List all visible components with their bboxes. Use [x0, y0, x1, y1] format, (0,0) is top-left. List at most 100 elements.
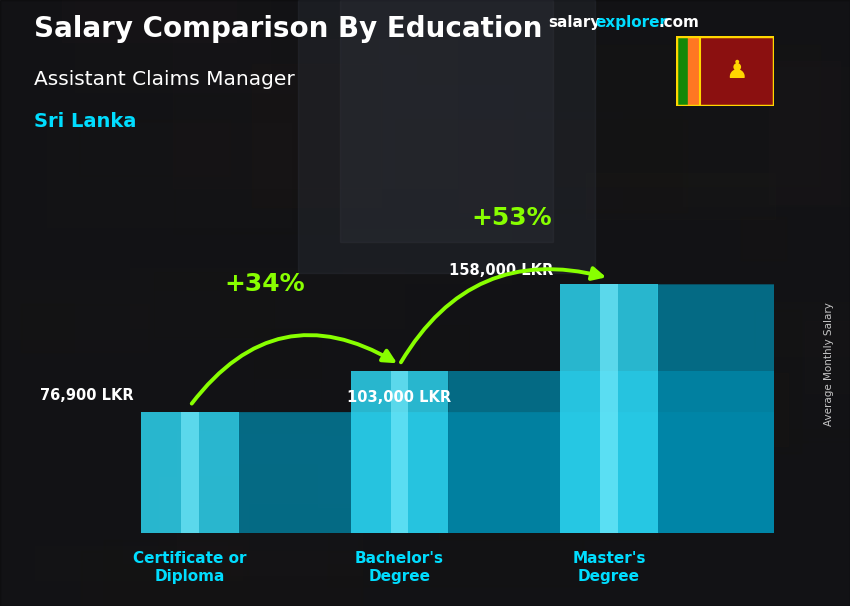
Bar	[173, 39, 457, 188]
Bar	[298, 0, 595, 273]
Bar	[0, 48, 199, 118]
Bar	[246, 30, 295, 159]
Bar	[75, 291, 219, 396]
Text: Assistant Claims Manager: Assistant Claims Manager	[34, 70, 295, 88]
Bar	[448, 378, 729, 413]
Bar	[61, 0, 235, 42]
Bar	[418, 0, 585, 83]
Bar	[692, 302, 850, 356]
Bar	[47, 123, 291, 227]
Bar	[680, 350, 779, 467]
Bar	[656, 302, 850, 442]
Text: salary: salary	[548, 15, 601, 30]
Bar	[156, 325, 208, 430]
Text: Sri Lanka: Sri Lanka	[34, 112, 136, 131]
Bar	[254, 328, 320, 428]
Bar	[343, 230, 512, 284]
Bar	[556, 45, 819, 185]
Bar	[805, 321, 850, 393]
Bar	[190, 416, 438, 503]
Bar	[662, 341, 737, 435]
Bar	[795, 412, 850, 518]
Bar	[400, 0, 598, 53]
Text: 76,900 LKR: 76,900 LKR	[40, 388, 134, 402]
Bar	[554, 158, 819, 286]
Text: Certificate or
Diploma: Certificate or Diploma	[133, 551, 246, 584]
Bar	[567, 373, 838, 451]
Bar	[714, 373, 788, 446]
Bar	[453, 33, 717, 165]
Text: Bachelor's
Degree: Bachelor's Degree	[355, 551, 444, 584]
Bar	[660, 25, 850, 96]
Bar	[730, 248, 850, 281]
Bar	[340, 0, 552, 242]
Bar	[526, 119, 630, 196]
Text: +34%: +34%	[224, 272, 305, 296]
Polygon shape	[351, 371, 448, 533]
Bar	[3, 0, 260, 78]
Polygon shape	[391, 371, 408, 533]
Bar	[36, 547, 241, 580]
Text: 158,000 LKR: 158,000 LKR	[449, 263, 552, 278]
Polygon shape	[141, 412, 239, 533]
Text: 103,000 LKR: 103,000 LKR	[348, 390, 451, 405]
Polygon shape	[141, 411, 850, 412]
Polygon shape	[181, 412, 199, 533]
Text: Average Monthly Salary: Average Monthly Salary	[824, 302, 834, 425]
Bar	[122, 435, 357, 562]
Bar	[290, 515, 458, 549]
Bar	[638, 159, 784, 210]
Bar	[223, 313, 455, 374]
Bar	[528, 230, 727, 311]
Bar	[503, 449, 564, 527]
Bar	[0, 0, 183, 35]
Bar	[155, 272, 274, 337]
Bar	[396, 119, 688, 213]
Bar	[459, 65, 513, 216]
Bar	[700, 36, 774, 106]
Bar	[174, 95, 379, 233]
Bar	[204, 0, 433, 81]
Bar	[235, 33, 313, 150]
Bar	[68, 280, 320, 415]
Bar	[332, 302, 602, 375]
Bar	[130, 268, 404, 328]
Bar	[776, 75, 850, 128]
Text: .com: .com	[659, 15, 700, 30]
Bar	[159, 478, 248, 606]
Bar	[768, 61, 840, 204]
Bar	[177, 431, 361, 575]
Bar	[79, 121, 230, 176]
Bar	[688, 36, 700, 106]
Polygon shape	[448, 370, 850, 533]
Bar	[0, 279, 270, 339]
Bar	[158, 379, 325, 463]
Bar	[809, 438, 850, 561]
Polygon shape	[560, 284, 658, 533]
Bar	[593, 294, 850, 428]
Bar	[479, 299, 596, 369]
Bar	[577, 335, 850, 447]
Bar	[113, 248, 258, 287]
Bar	[439, 462, 658, 539]
Bar	[683, 67, 850, 205]
Bar	[21, 304, 149, 351]
Bar	[586, 173, 775, 219]
Text: +53%: +53%	[472, 206, 552, 230]
Bar	[712, 62, 850, 121]
Polygon shape	[658, 284, 850, 533]
Bar	[676, 36, 688, 106]
Bar	[327, 517, 583, 586]
Bar	[608, 579, 680, 606]
Polygon shape	[351, 370, 850, 371]
Bar	[104, 540, 230, 606]
Polygon shape	[239, 411, 850, 533]
Bar	[496, 554, 544, 606]
Bar	[526, 113, 622, 208]
Bar	[298, 19, 377, 112]
Bar	[542, 402, 668, 522]
Bar	[456, 0, 518, 45]
Text: Master's
Degree: Master's Degree	[572, 551, 646, 584]
Bar	[82, 551, 362, 606]
Bar	[405, 552, 603, 604]
